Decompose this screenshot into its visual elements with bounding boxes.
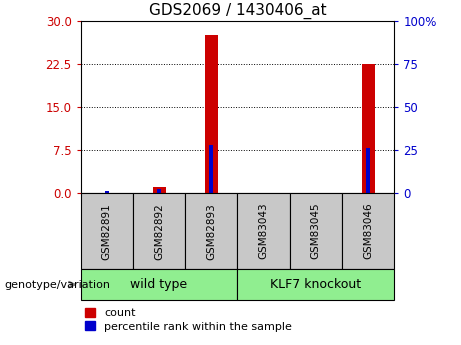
Text: genotype/variation: genotype/variation <box>5 280 111 289</box>
Bar <box>209 145 213 193</box>
Bar <box>105 190 109 193</box>
Bar <box>205 35 218 193</box>
Text: GSM82893: GSM82893 <box>206 203 216 259</box>
Text: GSM83043: GSM83043 <box>259 203 269 259</box>
Bar <box>157 189 161 193</box>
Bar <box>81 269 237 300</box>
Text: KLF7 knockout: KLF7 knockout <box>270 278 361 291</box>
Text: GSM83045: GSM83045 <box>311 203 321 259</box>
Bar <box>81 193 133 269</box>
Bar <box>153 187 165 193</box>
Legend: count, percentile rank within the sample: count, percentile rank within the sample <box>81 304 296 336</box>
Bar <box>237 193 290 269</box>
Text: GSM82892: GSM82892 <box>154 203 164 259</box>
Text: GSM82891: GSM82891 <box>102 203 112 259</box>
Bar <box>237 269 394 300</box>
Bar <box>290 193 342 269</box>
Text: wild type: wild type <box>130 278 188 291</box>
Bar <box>361 64 374 193</box>
Title: GDS2069 / 1430406_at: GDS2069 / 1430406_at <box>148 3 326 19</box>
Text: GSM83046: GSM83046 <box>363 203 373 259</box>
Bar <box>185 193 237 269</box>
Bar <box>342 193 394 269</box>
Bar <box>133 193 185 269</box>
Bar <box>366 148 370 193</box>
